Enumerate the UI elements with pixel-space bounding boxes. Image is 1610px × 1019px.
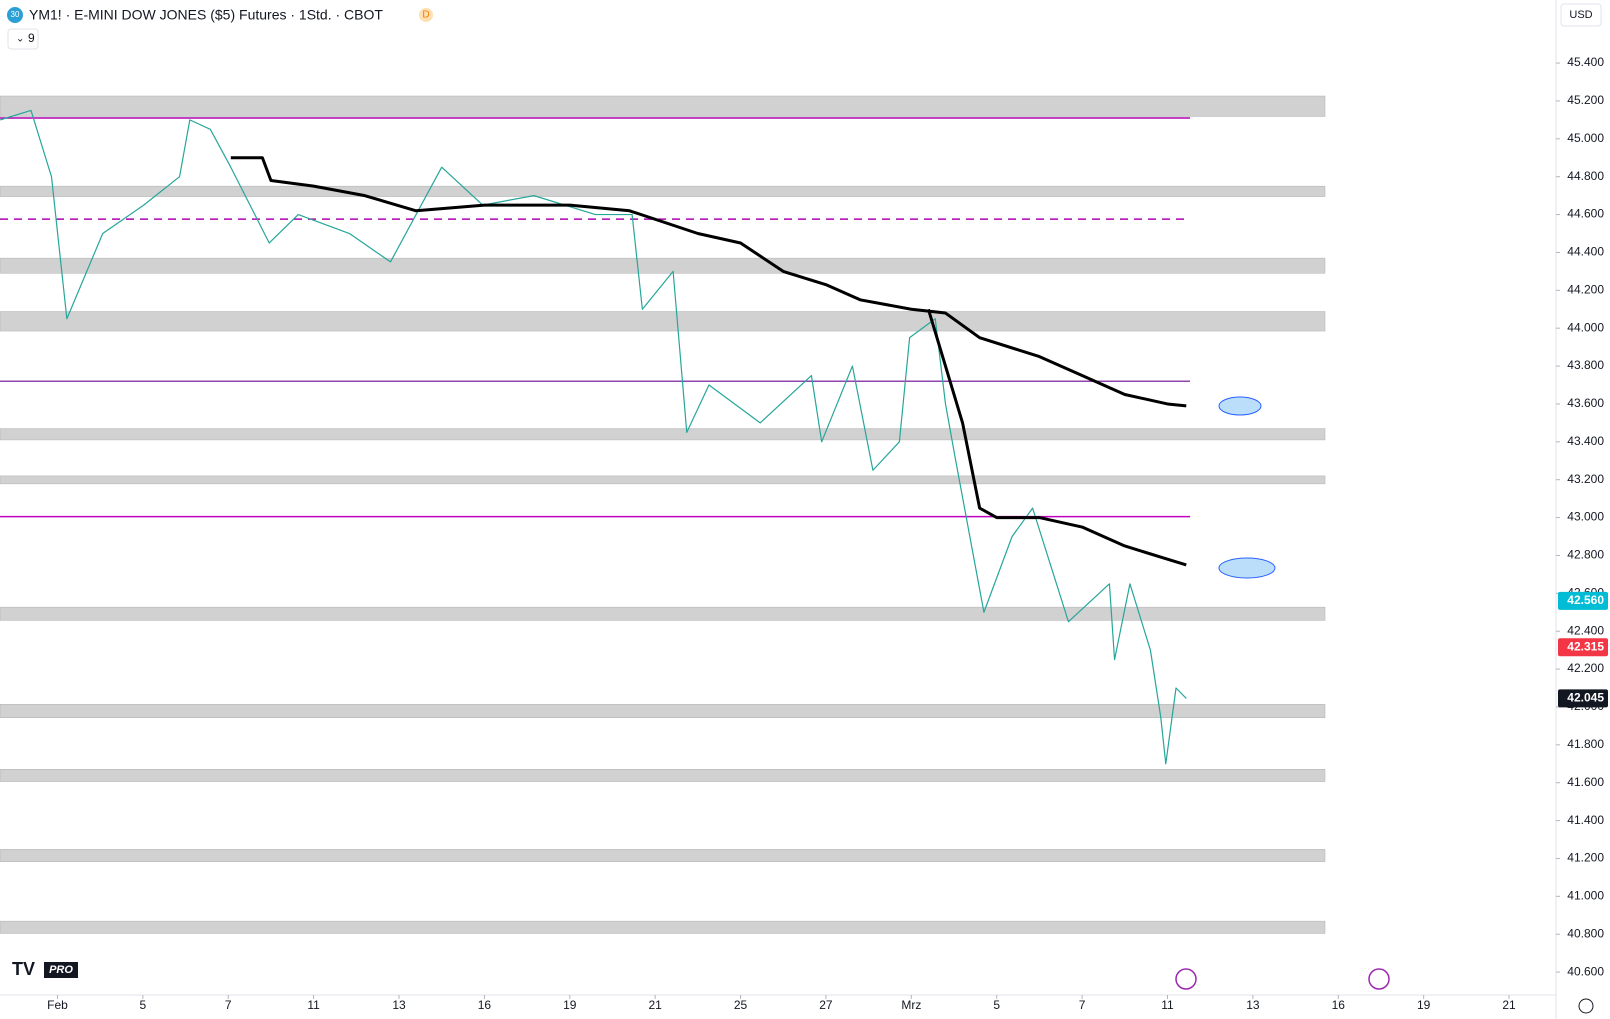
zone (0, 257, 1326, 274)
x-tick-label: 19 (1417, 998, 1431, 1012)
zone (0, 311, 1326, 332)
flag-text: D (422, 10, 429, 21)
x-tick-label: 21 (1502, 998, 1516, 1012)
x-tick-label: 7 (225, 998, 232, 1012)
x-tick-label: 16 (1332, 998, 1346, 1012)
price-label-text: 42.315 (1567, 639, 1604, 653)
y-tick-label: 41.400 (1567, 813, 1604, 827)
y-tick-label: 44.000 (1567, 320, 1604, 334)
logo-box (44, 962, 78, 978)
zone (0, 95, 1326, 117)
y-tick-label: 43.800 (1567, 358, 1604, 372)
zone (0, 606, 1326, 621)
y-tick-label: 45.000 (1567, 131, 1604, 145)
y-tick-label: 43.200 (1567, 472, 1604, 486)
chevron: ⌄ (16, 34, 24, 45)
x-tick-label: 13 (392, 998, 406, 1012)
y-tick-label: 41.600 (1567, 775, 1604, 789)
y-tick-label: 41.800 (1567, 737, 1604, 751)
alert-icon[interactable] (1175, 968, 1197, 990)
price-label (1558, 638, 1608, 657)
x-tick-label: Feb (47, 998, 68, 1012)
price-label (1558, 591, 1608, 610)
currency-button[interactable] (1560, 3, 1602, 27)
price-line (230, 156, 1187, 408)
price-label-text: 42.045 (1567, 691, 1604, 705)
zone (0, 704, 1326, 718)
marker-ellipse (1218, 396, 1262, 416)
x-tick-label: 5 (993, 998, 1000, 1012)
symbol-title[interactable]: YM1! · E-MINI DOW JONES ($5) Futures · 1… (29, 7, 383, 23)
x-tick-label: 11 (1161, 998, 1174, 1012)
x-tick-label: 27 (819, 998, 833, 1012)
y-tick-label: 45.200 (1567, 93, 1604, 107)
y-tick-label: 41.000 (1567, 889, 1604, 903)
x-tick-label: 13 (1246, 998, 1260, 1012)
price-line (0, 109, 1187, 765)
y-tick-label: 42.800 (1567, 548, 1604, 562)
y-tick-label: 43.400 (1567, 434, 1604, 448)
x-tick-label: 11 (307, 998, 320, 1012)
y-tick-label: 44.400 (1567, 245, 1604, 259)
y-tick-label: 43.000 (1567, 510, 1604, 524)
price-label-text: 42.560 (1567, 593, 1604, 607)
logo-text: PRO (49, 964, 73, 976)
x-tick-label: Mrz (901, 998, 921, 1012)
settings-icon[interactable] (1578, 998, 1594, 1014)
y-tick-label: 40.600 (1567, 964, 1604, 978)
y-tick-label: 44.600 (1567, 207, 1604, 221)
y-tick-label: 44.800 (1567, 169, 1604, 183)
y-tick-label: 44.200 (1567, 282, 1604, 296)
zone (0, 769, 1326, 782)
zone (0, 185, 1326, 197)
replay-icon[interactable] (1368, 968, 1390, 990)
y-tick-label: 40.800 (1567, 926, 1604, 940)
badge-text: 30 (11, 10, 20, 19)
price-line (926, 308, 1187, 567)
x-tick-label: 21 (648, 998, 662, 1012)
x-tick-label: 5 (140, 998, 147, 1012)
zone (0, 428, 1326, 441)
symbol-badge[interactable] (7, 7, 23, 23)
x-tick-label: 7 (1079, 998, 1086, 1012)
plot-area (0, 95, 1326, 934)
marker-ellipse (1218, 557, 1276, 579)
zone (0, 920, 1326, 934)
logo-mark: TV (12, 959, 35, 979)
x-tick-label: 16 (478, 998, 492, 1012)
price-label (1558, 689, 1608, 708)
y-tick-label: 42.200 (1567, 661, 1604, 675)
y-tick-label: 41.200 (1567, 851, 1604, 865)
indicator-toggle[interactable] (7, 28, 39, 50)
y-tick-label: 45.400 (1567, 55, 1604, 69)
zone (0, 475, 1326, 485)
y-tick-label: 42.400 (1567, 623, 1604, 637)
indicator-count: 9 (28, 31, 35, 45)
currency: USD (1569, 9, 1592, 21)
x-tick-label: 19 (563, 998, 577, 1012)
flag-badge (419, 8, 433, 22)
x-tick-label: 25 (734, 998, 748, 1012)
y-tick-label: 43.600 (1567, 396, 1604, 410)
zone (0, 849, 1326, 862)
